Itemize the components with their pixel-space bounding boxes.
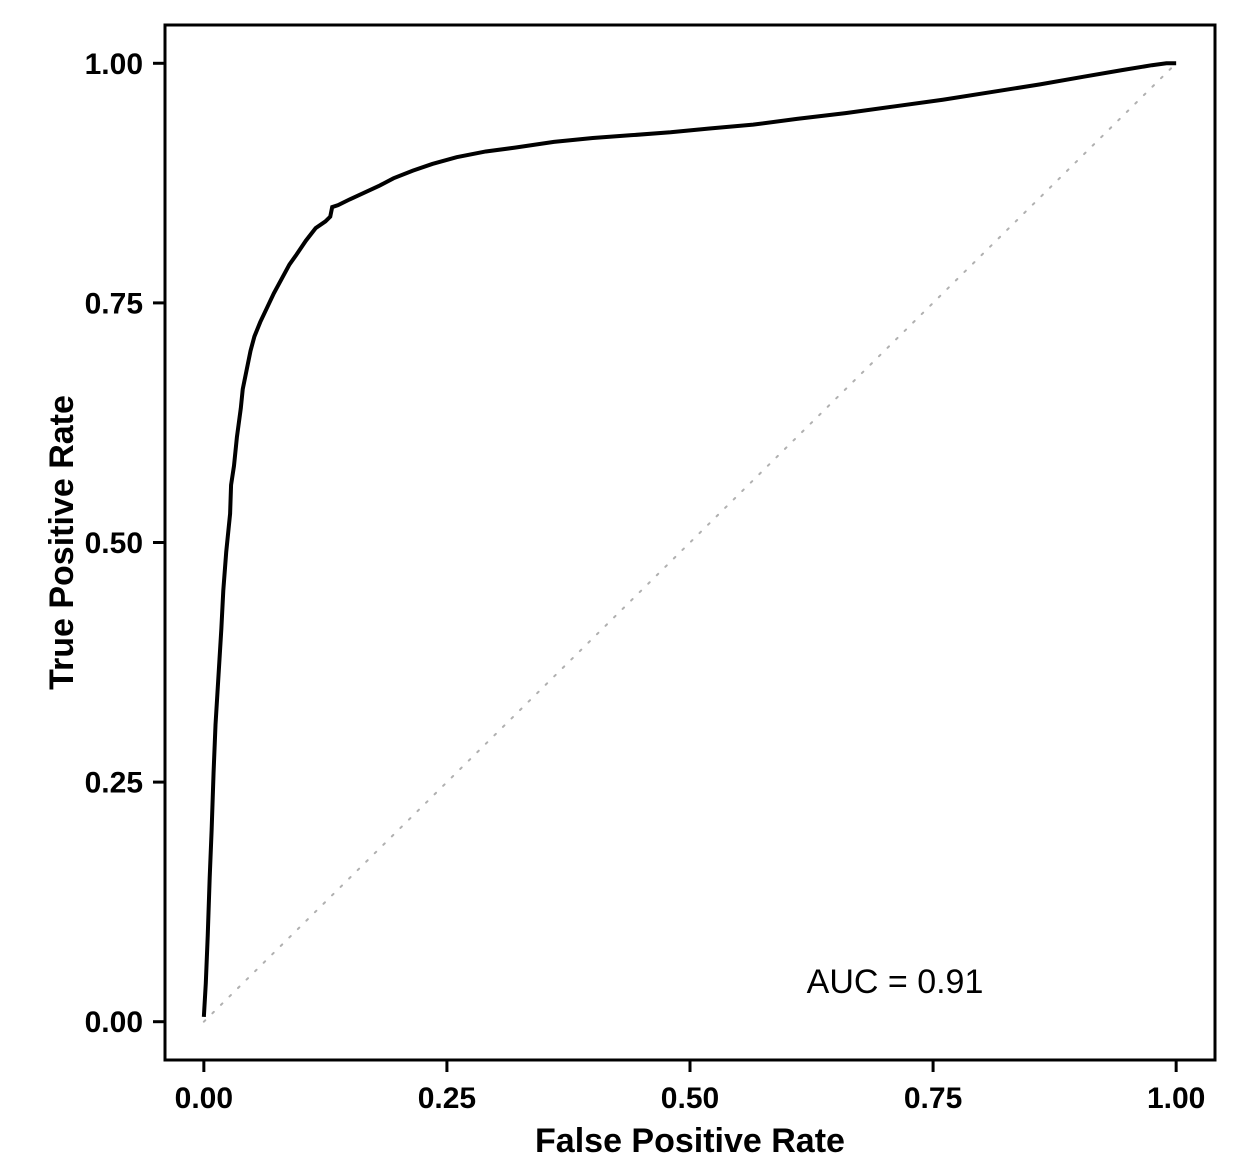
y-tick-label: 0.50	[85, 527, 143, 560]
y-tick-label: 0.75	[85, 287, 143, 320]
x-tick-label: 0.75	[904, 1082, 962, 1115]
y-axis-label: True Positive Rate	[43, 395, 81, 690]
x-tick-label: 0.25	[418, 1082, 476, 1115]
x-axis-label: False Positive Rate	[535, 1122, 845, 1160]
auc-annotation: AUC = 0.91	[807, 963, 984, 1001]
y-tick-label: 0.25	[85, 767, 143, 800]
x-tick-label: 0.50	[661, 1082, 719, 1115]
y-tick-label: 1.00	[85, 48, 143, 81]
x-tick-label: 1.00	[1147, 1082, 1205, 1115]
roc-chart: 0.00 0.25 0.50 0.75 1.00 0.00 0.25 0.50 0.75 1.00…	[0, 0, 1240, 1160]
x-tick-label: 0.00	[175, 1082, 233, 1115]
y-tick-label: 0.00	[85, 1006, 143, 1039]
chart-svg: 0.00 0.25 0.50 0.75 1.00 0.00 0.25 0.50 0.75 1.00…	[0, 0, 1240, 1160]
